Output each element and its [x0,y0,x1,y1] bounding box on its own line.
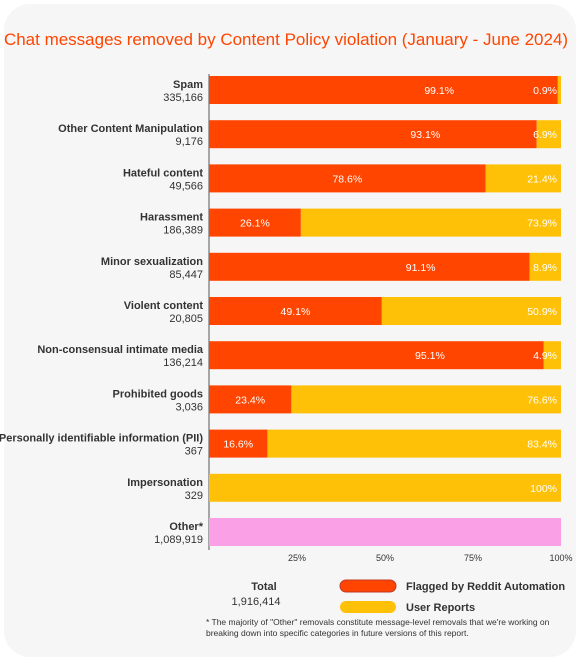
bar-user-reports [381,297,561,325]
category-count: 136,214 [163,357,203,369]
category-label: Prohibited goods [113,388,203,400]
data-label-automation: 93.1% [410,129,440,141]
data-label-user-reports: 83.4% [527,439,557,451]
legend-swatch-user-reports [340,601,396,613]
category-label: Personally identifiable information (PII… [0,433,203,445]
category-label: Spam [173,79,203,91]
bar-automation [209,429,268,458]
data-label-user-reports: 6.9% [533,129,557,141]
category-label: Minor sexualization [101,256,203,268]
category-label: Non-consensual intimate media [37,344,204,356]
bar-automation [209,120,537,149]
data-label-automation: 49.1% [281,306,311,318]
category-count: 186,389 [163,225,203,237]
bar-automation [209,385,292,414]
category-label: Other Content Manipulation [58,123,203,135]
data-label-user-reports: 76.6% [527,394,557,406]
total-label: Total [251,581,276,593]
bar-user-reports [300,208,561,237]
category-count: 329 [185,490,203,502]
category-count: 49,566 [169,180,203,192]
category-count: 20,805 [169,313,203,325]
category-label: Other* [169,521,203,533]
data-label-automation: 95.1% [415,350,445,362]
data-label-automation: 91.1% [406,262,436,274]
data-label-automation: 99.1% [424,85,454,97]
bar-user-reports [557,76,561,104]
category-label: Impersonation [127,477,203,489]
category-count: 1,089,919 [154,534,203,546]
bar-user-reports [529,252,561,281]
data-label-user-reports: 8.9% [533,262,557,274]
data-label-user-reports: 0.9% [533,85,557,97]
bar-user-reports [543,341,561,370]
bar-user-reports [209,473,561,502]
data-label-automation: 23.4% [235,394,265,406]
bar-automation [209,297,382,325]
bar-user-reports [291,385,561,414]
chart-card [4,4,576,657]
legend-swatch-automation [339,579,397,593]
data-label-automation: 26.1% [240,218,270,230]
bar-user-reports [267,429,561,458]
category-count: 367 [185,446,203,458]
x-tick-label: 100% [549,553,572,563]
category-label: Hateful content [123,167,203,179]
data-label-user-reports: 4.9% [533,350,557,362]
bar-other [209,518,561,546]
legend-label-user-reports: User Reports [406,602,475,614]
bar-automation [209,341,544,370]
bar-automation [209,164,486,193]
chart-title: Chat messages removed by Content Policy … [3,30,569,49]
data-label-automation: 16.6% [223,439,253,451]
x-tick-label: 75% [464,553,482,563]
category-count: 3,036 [175,401,203,413]
data-label-user-reports: 73.9% [527,218,557,230]
bar-user-reports [485,164,561,193]
bar-automation [209,208,301,237]
x-tick-label: 25% [288,553,306,563]
category-count: 85,447 [169,269,203,281]
bar-automation [209,252,530,281]
legend-label-automation: Flagged by Reddit Automation [406,581,565,593]
category-label: Harassment [140,212,203,224]
data-label-user-reports: 50.9% [527,306,557,318]
data-label-automation: 78.6% [332,173,362,185]
category-count: 9,176 [175,136,203,148]
x-tick-label: 50% [376,553,394,563]
category-count: 335,166 [163,92,203,104]
data-label-user-reports: 21.4% [527,173,557,185]
category-label: Violent content [124,300,204,312]
data-label-user-reports: 100% [530,483,557,495]
bar-automation [209,76,558,104]
total-value: 1,916,414 [232,596,281,608]
bar-user-reports [536,120,561,149]
footnote: * The majority of "Other" removals const… [206,617,550,638]
